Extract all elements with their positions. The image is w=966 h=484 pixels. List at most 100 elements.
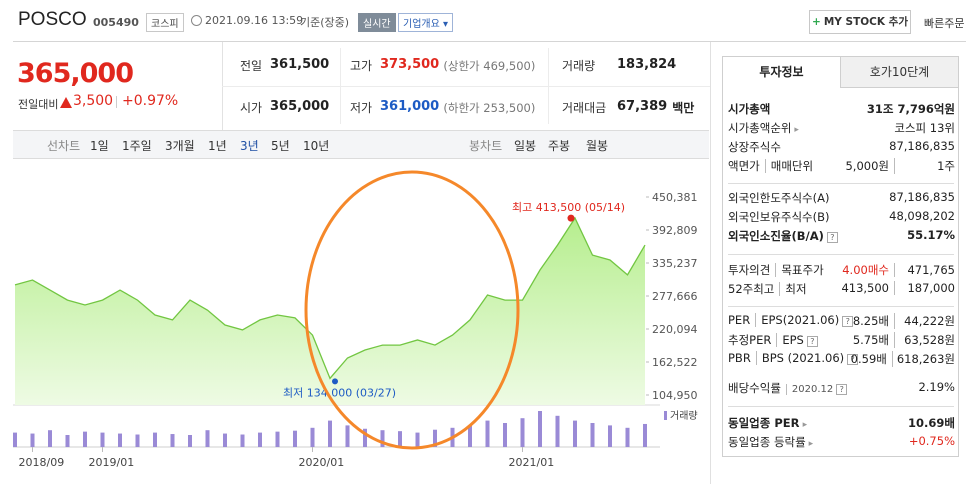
info-value-part: 5.75배 [852, 333, 889, 347]
info-value: 0.59배 618,263원 [851, 351, 955, 367]
market-badge: 코스피 [146, 13, 184, 32]
header-rule [13, 41, 966, 42]
info-label: 시가총액순위 [728, 120, 799, 136]
info-label: 52주최고 최저 [728, 281, 807, 297]
y-tick-label: 335,237 [652, 257, 698, 270]
period-tab[interactable]: 3년 [240, 139, 259, 153]
volume-bar [310, 427, 315, 447]
info-row: 시가총액 31조 7,796억원 [728, 101, 955, 119]
volume-bar [13, 432, 17, 447]
info-row: 추정PER EPS 5.75배 63,528원 [728, 332, 955, 350]
period-tab[interactable]: 1년 [208, 139, 227, 153]
info-label: 외국인소진율(B/A) [728, 228, 838, 244]
info-value-part: 55.17% [907, 228, 955, 242]
summary-value: 365,000 [270, 99, 330, 114]
overview-button[interactable]: 기업개요 ▾ [398, 13, 454, 32]
volume-bar [468, 425, 472, 447]
basis: 기준(장중) [300, 16, 350, 29]
divider [548, 48, 549, 124]
volume-bar [188, 435, 192, 447]
x-tick-label: 2018/09 [19, 456, 65, 469]
summary-label: 시가 [240, 101, 263, 115]
volume-bar [153, 432, 157, 447]
volume-bar [258, 432, 262, 447]
period-tab[interactable]: 1주일 [122, 139, 152, 153]
info-value-part: +0.75% [908, 434, 955, 448]
info-label-part: EPS(2021.06) [755, 313, 854, 327]
current-price: 365,000 [17, 58, 134, 89]
info-value-part: 413,500 [841, 281, 889, 295]
info-value: 31조 7,796억원 [867, 101, 955, 117]
summary-label: 거래대금 [562, 101, 607, 115]
info-label-part: PBR [728, 351, 751, 365]
info-label-part: 추정PER [728, 333, 772, 347]
group-rule [728, 254, 954, 255]
tab-box [840, 56, 959, 88]
info-value-part: 48,098,202 [889, 209, 955, 223]
summary-unit: 백만 [672, 101, 695, 115]
summary-value: 373,500 [380, 57, 440, 72]
info-tab[interactable]: 투자정보 [759, 65, 804, 79]
info-value: 48,098,202 [889, 209, 955, 223]
period-tab[interactable]: 10년 [303, 139, 330, 153]
info-value-part: 1주 [894, 158, 955, 174]
volume-bar [503, 423, 507, 447]
info-label-part: 시가총액 [728, 102, 771, 116]
info-label-part: 상장주식수 [728, 140, 781, 154]
info-label: 상장주식수 [728, 139, 781, 155]
info-value: 413,500 187,000 [841, 281, 955, 295]
y-tick-label: 162,522 [652, 356, 698, 369]
period-tab[interactable]: 월봉 [586, 139, 609, 153]
info-value: 2.19% [918, 380, 955, 394]
low-label: 최저 134,000 (03/27) [283, 386, 396, 399]
info-label: 동일업종 등락률 [728, 434, 813, 450]
info-value: 55.17% [907, 228, 955, 242]
period-tab[interactable]: 1일 [90, 139, 109, 153]
volume-bar [275, 431, 280, 447]
x-tick-label: 2021/01 [509, 456, 555, 469]
volume-bar [398, 431, 402, 447]
info-value-part: 187,000 [894, 281, 955, 295]
divider [222, 86, 710, 87]
up-triangle [60, 97, 72, 108]
info-row: 상장주식수 87,186,835 [728, 139, 955, 157]
volume-bar [293, 430, 297, 447]
separator [116, 96, 117, 108]
x-tick-label: 2019/01 [89, 456, 135, 469]
period-tab[interactable]: 3개월 [165, 139, 195, 153]
info-row: 투자의견 목표주가 4.00매수 471,765 [728, 262, 955, 280]
info-value: 4.00매수 471,765 [842, 262, 955, 278]
period-tab[interactable]: 5년 [271, 139, 290, 153]
info-row: 시가총액순위 코스피 13위 [728, 120, 955, 138]
summary-value: 361,000 [380, 99, 440, 114]
info-value-part: 0.59배 [850, 352, 887, 366]
info-tab[interactable]: 호가10단계 [869, 65, 930, 79]
period-tab[interactable]: 주봉 [548, 139, 571, 153]
info-label-part: 2020.12 [785, 384, 848, 395]
y-tick-label: 220,094 [652, 323, 698, 336]
period-tab[interactable]: 일봉 [514, 139, 537, 153]
info-value-part: 618,263원 [891, 351, 955, 367]
info-value-part: 2.19% [918, 380, 955, 394]
quick-order[interactable]: 빠른주문 [924, 17, 965, 30]
info-value: 5,000원 1주 [845, 158, 955, 174]
info-row: 배당수익률 2020.12 2.19% [728, 380, 955, 398]
low-marker [332, 378, 338, 385]
change-label: 전일대비 [18, 98, 59, 111]
volume-bar [520, 418, 525, 447]
info-label: 투자의견 목표주가 [728, 262, 824, 278]
volume-bar [538, 411, 542, 447]
info-row: PER EPS(2021.06)8.25배 44,222원 [728, 313, 955, 331]
info-value-part: 5,000원 [845, 159, 889, 173]
my-stock-button[interactable]: + MY STOCK 추가 [809, 10, 911, 34]
volume-bar [485, 420, 490, 447]
y-tick-label: 104,950 [652, 389, 698, 402]
info-label-part: 외국인소진율(B/A) [728, 229, 838, 243]
info-label: 외국인보유주식수(B) [728, 209, 830, 225]
info-value-part: 87,186,835 [889, 139, 955, 153]
info-label-part: 외국인보유주식수(B) [728, 210, 830, 224]
realtime-badge: 실시간 [358, 13, 396, 32]
info-value-part: 44,222원 [894, 313, 955, 329]
info-value-part: 코스피 13위 [894, 121, 955, 135]
